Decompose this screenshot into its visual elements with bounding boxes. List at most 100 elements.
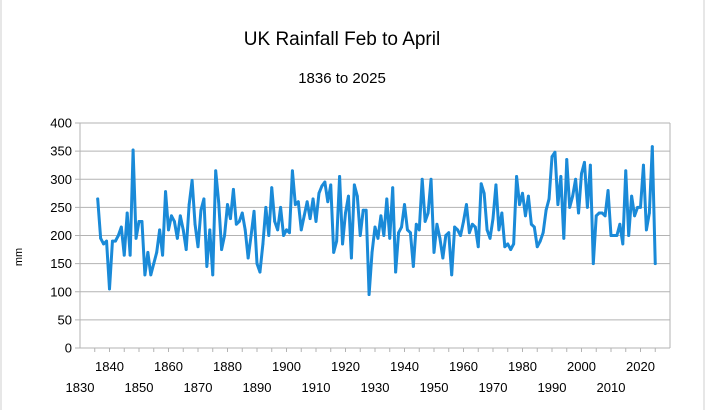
data-point-1930 xyxy=(373,225,377,229)
data-point-2006 xyxy=(597,211,601,215)
data-point-1986 xyxy=(538,239,542,243)
data-point-1901 xyxy=(288,231,291,235)
data-point-1972 xyxy=(497,228,501,232)
data-point-2024 xyxy=(650,145,654,149)
data-point-1843 xyxy=(116,234,120,237)
x-tick-label-1980: 1980 xyxy=(508,359,537,374)
data-point-1885 xyxy=(240,211,244,215)
y-tick-label-250: 250 xyxy=(50,200,72,215)
data-point-1981 xyxy=(524,214,527,218)
data-point-1998 xyxy=(574,177,577,181)
data-point-1848 xyxy=(131,148,135,152)
data-point-2011 xyxy=(612,234,616,237)
data-point-1898 xyxy=(279,205,282,209)
data-point-1966 xyxy=(479,182,483,186)
data-point-1984 xyxy=(532,225,536,229)
data-point-1875 xyxy=(211,273,215,277)
x-tick-labels: 1840 1860 1880 1900 1920 1940 1960 1980 2000 2020… xyxy=(66,359,655,395)
y-tick-labels: 0 50 100 150 200 250 300 350 400 xyxy=(50,116,72,356)
data-point-1872 xyxy=(202,197,206,201)
x-tick-label-1960: 1960 xyxy=(449,359,478,374)
x-tick-label-1880: 1880 xyxy=(213,359,242,374)
series-line-0 xyxy=(96,145,657,297)
data-point-1877 xyxy=(217,200,221,204)
data-point-1890 xyxy=(255,262,259,266)
data-point-1960 xyxy=(462,220,465,223)
data-point-1869 xyxy=(193,222,197,226)
data-point-2017 xyxy=(630,194,634,198)
data-point-1939 xyxy=(400,225,403,229)
data-point-2009 xyxy=(606,189,610,192)
data-point-1864 xyxy=(178,214,182,218)
data-point-1842 xyxy=(114,239,117,243)
data-point-1937 xyxy=(394,270,398,274)
data-point-1982 xyxy=(527,194,530,198)
data-point-1925 xyxy=(358,234,362,237)
data-point-1949 xyxy=(429,177,433,181)
data-point-2013 xyxy=(618,222,622,226)
data-point-1856 xyxy=(155,250,159,254)
data-point-1983 xyxy=(529,222,533,226)
x-tick-label-1930: 1930 xyxy=(361,380,390,395)
data-point-1991 xyxy=(553,150,557,154)
data-point-1897 xyxy=(276,228,280,232)
x-tick-label-1910: 1910 xyxy=(302,380,331,395)
data-point-2008 xyxy=(603,214,607,218)
data-point-1988 xyxy=(544,208,548,212)
data-point-1881 xyxy=(229,217,232,221)
data-point-2012 xyxy=(615,234,619,237)
data-point-1992 xyxy=(556,203,560,206)
data-point-1887 xyxy=(246,256,250,260)
data-point-1855 xyxy=(152,262,156,266)
data-point-1993 xyxy=(559,175,563,178)
y-tick-label-200: 200 xyxy=(50,228,72,243)
data-point-1838 xyxy=(102,242,105,246)
data-point-1951 xyxy=(435,222,439,226)
data-point-1955 xyxy=(447,231,451,235)
data-point-1860 xyxy=(167,228,170,232)
data-point-1904 xyxy=(296,200,300,204)
data-point-1916 xyxy=(332,250,336,254)
data-point-2019 xyxy=(636,205,639,209)
data-point-1876 xyxy=(214,169,218,173)
x-tick-label-1860: 1860 xyxy=(154,359,183,374)
data-point-1888 xyxy=(249,234,253,237)
data-point-1844 xyxy=(119,225,123,229)
data-point-1913 xyxy=(323,180,327,184)
data-point-1970 xyxy=(491,217,495,221)
data-point-1962 xyxy=(468,231,471,235)
data-point-1859 xyxy=(164,190,167,194)
y-tick-label-50: 50 xyxy=(58,312,72,327)
data-point-1917 xyxy=(335,239,339,243)
data-point-1921 xyxy=(347,194,350,198)
data-point-1918 xyxy=(338,175,341,178)
data-point-1995 xyxy=(565,158,569,161)
data-point-1927 xyxy=(364,208,368,212)
data-point-2023 xyxy=(647,211,651,215)
data-point-2025 xyxy=(653,262,657,266)
data-point-1965 xyxy=(476,245,480,249)
data-point-2016 xyxy=(627,234,631,237)
x-tick-label-1870: 1870 xyxy=(184,380,213,395)
data-point-1989 xyxy=(547,197,551,201)
data-point-1953 xyxy=(441,256,445,260)
data-point-1884 xyxy=(237,220,241,223)
data-point-1909 xyxy=(311,197,315,201)
data-point-1932 xyxy=(379,214,383,218)
data-point-1839 xyxy=(105,239,108,243)
data-point-1874 xyxy=(208,228,212,232)
data-point-1853 xyxy=(146,250,150,254)
data-point-1968 xyxy=(485,228,489,232)
data-point-1845 xyxy=(122,253,126,257)
data-point-1873 xyxy=(205,265,209,268)
data-point-1990 xyxy=(550,155,554,159)
data-point-1948 xyxy=(426,211,430,215)
data-point-2007 xyxy=(600,211,604,215)
data-point-1849 xyxy=(134,236,138,240)
data-point-1959 xyxy=(459,234,462,237)
data-point-2014 xyxy=(621,242,625,246)
data-point-1973 xyxy=(500,211,504,215)
data-point-1935 xyxy=(388,236,392,240)
data-point-1847 xyxy=(128,253,132,257)
